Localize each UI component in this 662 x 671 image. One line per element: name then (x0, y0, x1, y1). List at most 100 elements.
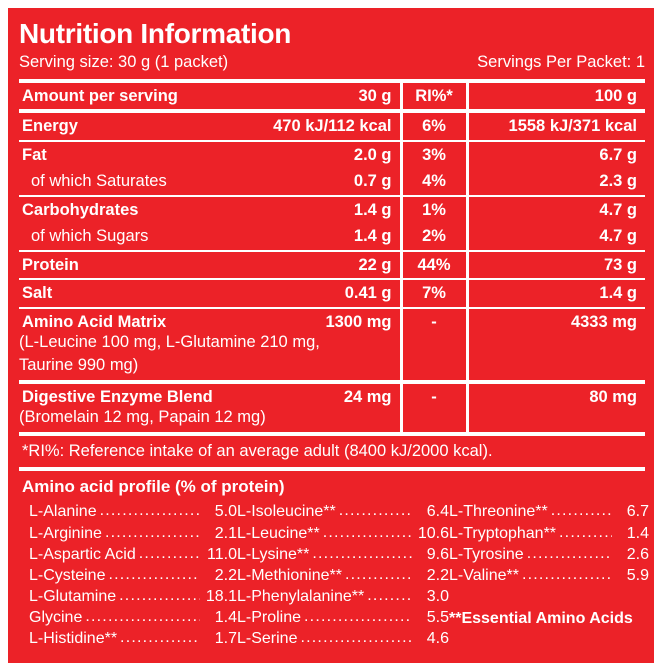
row-amount-per-serving: 1.4 g (255, 223, 403, 251)
col-header-amount: 30 g (255, 82, 403, 112)
amino-value: 3.0 (426, 587, 449, 605)
dot-leader: ........................................ (138, 544, 200, 562)
row-label: Protein (19, 249, 255, 280)
amino-column: L-Isoleucine**..........................… (237, 501, 449, 649)
amino-name: L-Serine (237, 630, 298, 648)
row-ri-percent: 6% (401, 109, 469, 141)
row-amount-per-serving: 2.0 g (255, 139, 403, 169)
dot-leader: ........................................ (322, 523, 412, 541)
row-amount-per-100g: 2.3 g (599, 172, 637, 191)
amino-name: L-Cysteine (29, 566, 106, 584)
amino-row: L-Lysine**..............................… (237, 544, 449, 565)
amino-name: L-Isoleucine** (237, 503, 336, 521)
table-row: Fat 2.0 g 3% 6.7 g (19, 139, 645, 169)
amino-value: 9.6 (426, 545, 449, 563)
table-row: Amino Acid Matrix (L-Leucine 100 mg, L-Gl… (19, 306, 645, 382)
amino-row: L-Phenylalanine**.......................… (237, 586, 449, 607)
amino-name: L-Tyrosine (449, 545, 524, 563)
row-ri-percent: 7% (401, 278, 469, 308)
amino-name: L-Valine** (449, 566, 519, 584)
table-row: Salt 0.41 g 7% 1.4 g (19, 278, 645, 308)
amino-row: L-Tryptophan**..........................… (449, 523, 649, 544)
row-label: Digestive Enzyme Blend (Bromelain 12 mg, … (19, 379, 266, 433)
row-label: Fat (19, 139, 255, 169)
amino-row: Glycine.................................… (29, 607, 237, 628)
label-panel: Nutrition Information Serving size: 30 g… (5, 5, 657, 666)
dot-leader: ........................................ (367, 586, 412, 604)
serving-info: Serving size: 30 g (1 packet) Servings P… (19, 48, 645, 79)
table-row: Carbohydrates 1.4 g 1% 4.7 g (19, 194, 645, 224)
row-label-text: of which Saturates (31, 172, 167, 191)
amino-name: L-Threonine** (449, 503, 548, 521)
row-amount-per-serving: 1.4 g (255, 194, 403, 224)
row-label-text: of which Sugars (31, 227, 149, 246)
row-label-text: Protein (22, 255, 79, 274)
amino-name: L-Phenylalanine** (237, 587, 365, 605)
amino-row: L-Isoleucine**..........................… (237, 501, 449, 522)
dot-leader: ........................................ (559, 523, 612, 541)
amino-value: 5.9 (626, 566, 649, 584)
amino-column: L-Alanine...............................… (29, 501, 237, 649)
row-ri-percent: 1% (401, 194, 469, 224)
row-ri-percent: 44% (401, 249, 469, 280)
label-inner: Nutrition Information Serving size: 30 g… (19, 8, 649, 663)
amino-value: 1.7 (214, 630, 237, 648)
amino-value: 5.0 (214, 503, 237, 521)
row-detail-line: Taurine 990 mg) (19, 355, 139, 374)
amino-value: 1.4 (626, 524, 649, 542)
amino-value: 6.4 (426, 503, 449, 521)
amino-row: L-Cysteine..............................… (29, 565, 237, 586)
row-label: of which Saturates (19, 168, 255, 196)
table-row: Protein 22 g 44% 73 g (19, 249, 645, 280)
amino-column: L-Threonine**...........................… (449, 501, 649, 649)
row-amount-per-serving: 0.41 g (255, 278, 403, 308)
essential-amino-note: **Essential Amino Acids (449, 609, 633, 627)
dot-leader: ........................................ (99, 502, 200, 520)
amino-row: L-Glutamine.............................… (29, 586, 237, 607)
amino-row: L-Alanine...............................… (29, 501, 237, 522)
row-amount-per-100g: 4.7 g (599, 227, 637, 246)
table-row: of which Saturates 0.7 g 4% 2.3 g (19, 168, 645, 196)
dot-leader: ........................................ (312, 544, 412, 562)
row-label: Energy (19, 109, 255, 141)
row-detail-line: (L-Leucine 100 mg, L-Glutamine 210 mg, (19, 333, 320, 352)
amino-row: L-Aspartic Acid.........................… (29, 544, 237, 565)
amino-row: L-Arginine..............................… (29, 523, 237, 544)
amino-row: L-Methionine**..........................… (237, 565, 449, 586)
row-amount-per-serving: 22 g (255, 249, 403, 280)
row-amount-per-100g: 1.4 g (467, 278, 645, 308)
table-row: Digestive Enzyme Blend (Bromelain 12 mg, … (19, 379, 645, 433)
amino-value: 18.1 (205, 587, 237, 605)
amino-value: 2.2 (426, 566, 449, 584)
amino-row: L-Histidine**...........................… (29, 628, 237, 649)
table-row: of which Sugars 1.4 g 2% 4.7 g (19, 223, 645, 251)
row-label-text: Amino Acid Matrix (22, 312, 167, 331)
amino-value: 1.4 (214, 609, 237, 627)
dot-leader: ........................................ (108, 565, 200, 583)
row-label: Salt (19, 278, 255, 308)
dot-leader: ........................................ (521, 565, 612, 583)
dot-leader: ........................................ (104, 523, 200, 541)
nutrition-table: Amount per serving 30 g RI%* 100 g Energ… (19, 82, 645, 433)
amino-name: L-Proline (237, 609, 302, 627)
amino-name: L-Tryptophan** (449, 524, 557, 542)
dot-leader: ........................................ (304, 608, 412, 626)
row-amount-per-100g: 6.7 g (467, 139, 645, 169)
amino-name: Glycine (29, 609, 83, 627)
row-ri-percent: - (401, 379, 469, 433)
amino-value: 2.1 (214, 524, 237, 542)
dot-leader: ........................................ (526, 544, 612, 562)
dot-leader: ........................................ (119, 586, 200, 604)
dot-leader: ........................................ (300, 629, 412, 647)
row-ri-percent: 3% (401, 139, 469, 169)
amino-name: L-Histidine** (29, 630, 118, 648)
amino-row: L-Proline...............................… (237, 607, 449, 628)
divider-header (19, 78, 645, 83)
row-amount-per-serving: 1300 mg (255, 306, 403, 382)
row-amount-per-serving: 0.7 g (255, 168, 403, 196)
dot-leader: ........................................ (85, 608, 200, 626)
amino-name: L-Arginine (29, 524, 102, 542)
amino-value: 11.0 (207, 545, 237, 563)
amino-row: L-Valine**..............................… (449, 565, 649, 586)
